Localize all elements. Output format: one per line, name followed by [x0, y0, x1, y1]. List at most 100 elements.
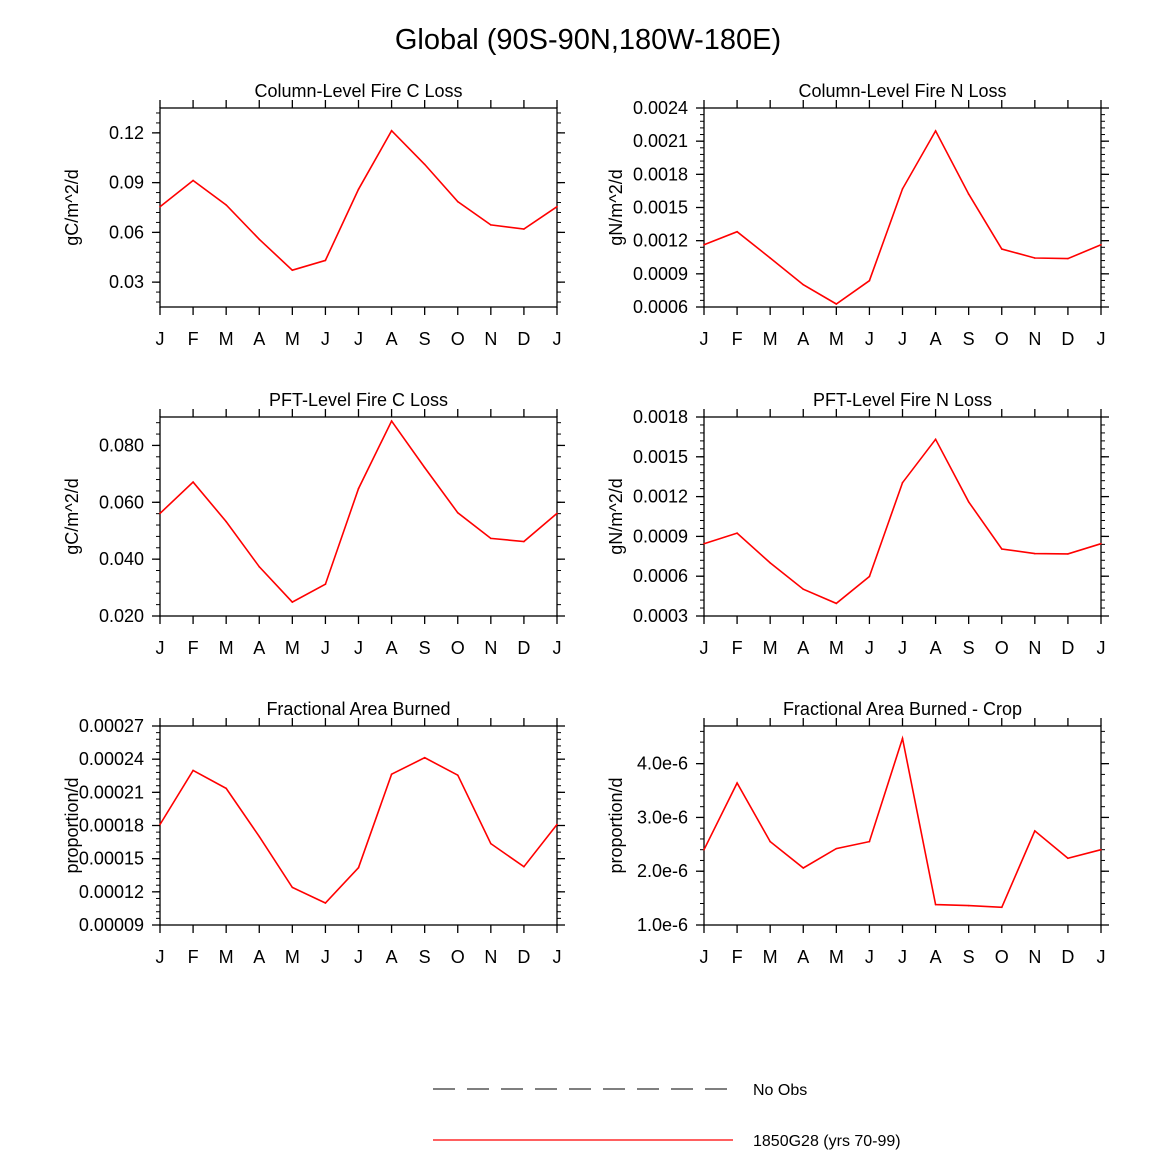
x-tick-label: D [1061, 329, 1074, 349]
x-tick-label: J [700, 638, 709, 658]
data-point [490, 537, 492, 540]
x-tick-label: J [700, 947, 709, 967]
x-tick-label: J [553, 947, 562, 967]
x-tick-label: F [188, 638, 199, 658]
x-tick-label: D [1061, 638, 1074, 658]
x-tick-label: M [829, 947, 844, 967]
legend-item: No Obs [433, 1082, 807, 1099]
x-tick-label: J [1097, 638, 1106, 658]
data-point [835, 303, 838, 305]
x-tick-label: A [930, 329, 942, 349]
y-axis-label: gN/m^2/d [606, 169, 626, 245]
x-tick-label: A [253, 329, 265, 349]
y-tick-label: 0.020 [99, 606, 144, 626]
x-tick-label: J [553, 638, 562, 658]
data-point [967, 904, 970, 907]
legend-label: 1850G28 (yrs 70-99) [753, 1133, 901, 1150]
y-tick-label: 0.00018 [79, 816, 144, 836]
data-point [423, 163, 426, 166]
data-point [769, 840, 771, 843]
y-tick-label: 0.0006 [633, 566, 688, 586]
y-tick-label: 1.0e-6 [637, 915, 688, 935]
x-tick-label: J [1097, 947, 1106, 967]
y-tick-label: 0.0009 [633, 264, 688, 284]
x-tick-label: J [354, 329, 363, 349]
data-point [1100, 542, 1102, 545]
data-point [835, 602, 838, 605]
x-tick-label: O [451, 947, 465, 967]
data-point [456, 774, 459, 776]
data-point [523, 228, 525, 230]
x-tick-label: M [219, 638, 234, 658]
x-tick-label: O [451, 638, 465, 658]
y-axis-label: gC/m^2/d [62, 169, 82, 245]
x-tick-label: M [763, 947, 778, 967]
x-tick-label: M [829, 329, 844, 349]
data-point [192, 179, 194, 182]
y-tick-label: 0.060 [99, 492, 144, 512]
plot-frame [159, 107, 558, 308]
y-axis-label: gC/m^2/d [62, 478, 82, 554]
series-line [159, 756, 558, 904]
y-tick-label: 0.00012 [79, 882, 144, 902]
x-tick-label: J [354, 947, 363, 967]
y-axis-label: proportion/d [62, 777, 82, 873]
x-tick-label: J [1097, 329, 1106, 349]
x-tick-label: M [285, 638, 300, 658]
y-tick-label: 0.00024 [79, 749, 144, 769]
data-point [901, 481, 904, 484]
data-point [258, 238, 261, 241]
plot-frame [703, 725, 1102, 926]
data-point [523, 865, 525, 868]
x-tick-label: J [156, 638, 165, 658]
y-tick-label: 0.09 [109, 173, 144, 193]
x-tick-label: D [517, 329, 530, 349]
data-point [390, 129, 393, 132]
data-point [556, 512, 558, 515]
y-tick-label: 0.12 [109, 123, 144, 143]
x-tick-label: J [700, 329, 709, 349]
data-point [901, 188, 904, 190]
data-point [1034, 257, 1036, 259]
y-tick-label: 0.080 [99, 435, 144, 455]
x-tick-label: S [419, 947, 431, 967]
data-point [802, 867, 805, 869]
data-point [490, 224, 492, 226]
data-point [456, 200, 459, 203]
y-tick-label: 0.00015 [79, 849, 144, 869]
data-point [225, 204, 227, 206]
data-point [490, 842, 492, 845]
data-point [324, 259, 327, 262]
x-tick-label: J [553, 329, 562, 349]
data-point [868, 840, 871, 843]
x-tick-label: F [732, 638, 743, 658]
data-point [159, 205, 161, 208]
data-point [423, 466, 426, 469]
data-point [1067, 553, 1069, 555]
data-point [291, 269, 294, 271]
x-tick-label: J [898, 947, 907, 967]
data-point [703, 848, 705, 851]
y-tick-label: 0.0015 [633, 198, 688, 218]
data-point [934, 438, 937, 441]
x-tick-label: M [219, 329, 234, 349]
plot-frame [703, 107, 1102, 308]
x-tick-label: A [930, 947, 942, 967]
data-point [390, 773, 393, 776]
y-tick-label: 0.0018 [633, 407, 688, 427]
panel-title: Column-Level Fire N Loss [798, 81, 1006, 101]
x-tick-label: N [1028, 638, 1041, 658]
x-tick-label: A [386, 638, 398, 658]
data-point [901, 737, 904, 740]
x-tick-label: S [963, 638, 975, 658]
data-point [258, 835, 261, 838]
x-tick-label: O [995, 947, 1009, 967]
y-tick-label: 0.00021 [79, 782, 144, 802]
plot-frame [159, 725, 558, 926]
data-point [802, 283, 805, 286]
x-tick-label: F [188, 329, 199, 349]
